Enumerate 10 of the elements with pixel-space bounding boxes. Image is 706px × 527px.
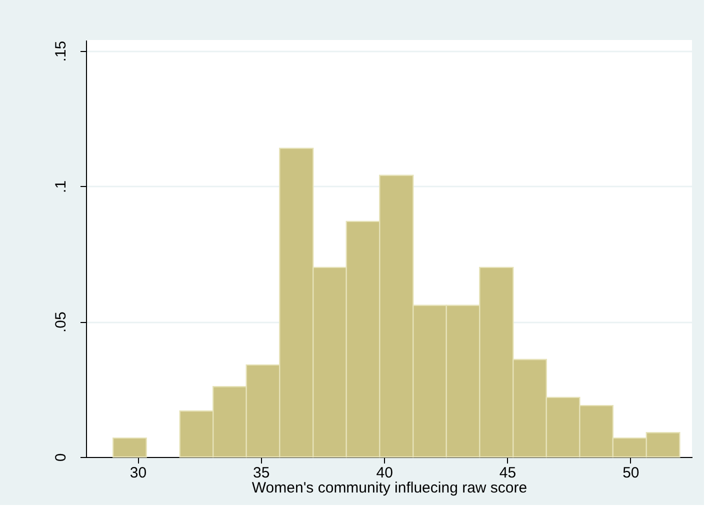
y-tick-label: .05	[52, 312, 70, 333]
y-tick-label: .15	[52, 40, 70, 62]
x-tick-label: 45	[499, 464, 516, 482]
y-tick-label: 0	[52, 453, 70, 462]
x-tick-label: 50	[622, 464, 640, 482]
x-axis-title: Women's community influecing raw score	[252, 480, 528, 496]
x-tick-label: 40	[376, 464, 393, 482]
x-tick-label: 35	[253, 464, 270, 482]
x-tick-label: 30	[130, 464, 147, 482]
y-tick-label: .1	[52, 180, 70, 193]
